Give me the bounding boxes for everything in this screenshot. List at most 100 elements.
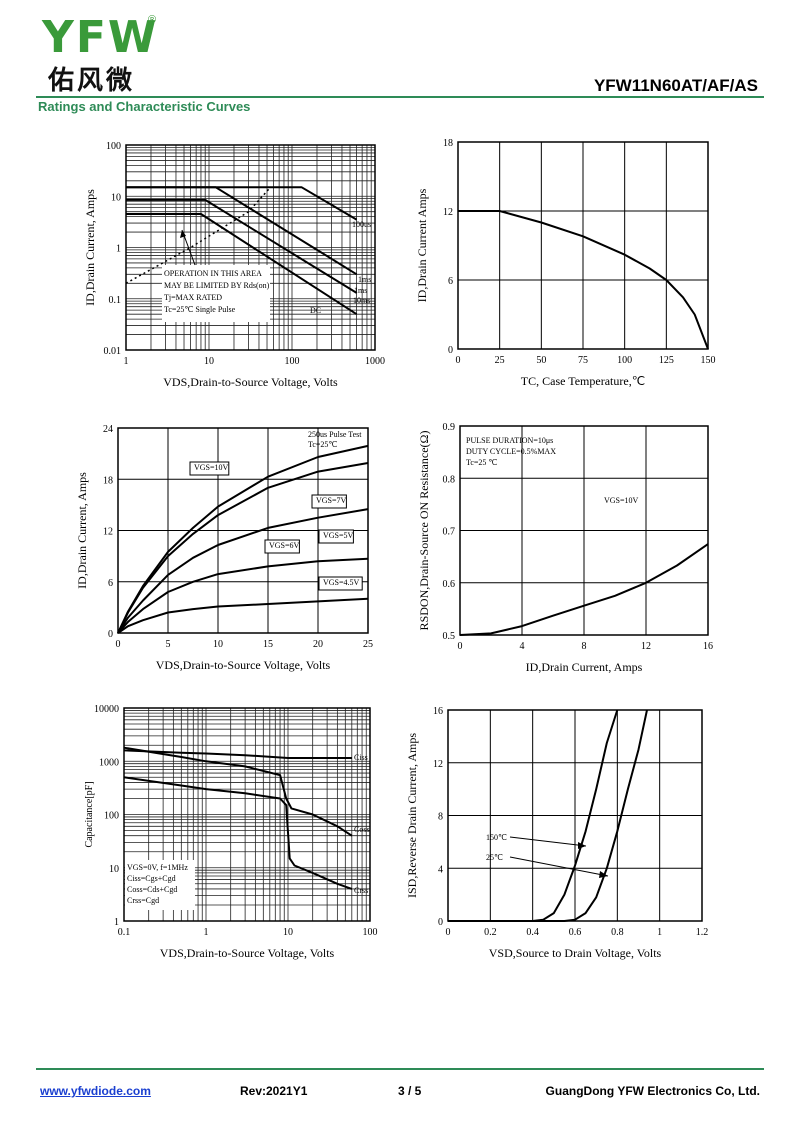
chart-capacitance: 0.1 1 10 100110100100010000VDS,Drain-to-Sou…: [84, 704, 378, 960]
curve-label-vgs-box: [318, 576, 363, 591]
x-tick-label: 100: [363, 927, 378, 938]
x-tick-label: 25: [495, 355, 505, 366]
y-tick-label: 0: [448, 345, 453, 356]
series-line-1ms: [126, 186, 358, 276]
x-axis-label: TC, Case Temperature,℃: [521, 374, 645, 388]
curve-label-25c: 25℃: [486, 853, 503, 862]
logo-chinese-name: 佑风微: [48, 66, 136, 96]
y-axis-label: ID,Drain Current Amps: [415, 188, 429, 302]
test-condition-note: 250us Pulse Test: [308, 430, 362, 439]
curve-label-coss: Coss: [354, 825, 370, 834]
x-tick-label: 8: [582, 641, 587, 652]
curve-label-vgs: VGS=5V: [323, 531, 354, 540]
y-tick-label: 6: [108, 578, 113, 589]
series-line-curve: [458, 210, 709, 350]
x-tick-label: 0.6: [569, 927, 582, 938]
y-tick-label: 0.7: [443, 527, 456, 538]
y-tick-label: 1000: [99, 757, 119, 768]
x-tick-label: 10: [283, 927, 293, 938]
x-tick-label: 25: [363, 639, 373, 650]
series-line-vgs-7v: [117, 462, 369, 634]
label-arrowhead-25c: [599, 871, 608, 878]
section-title: Ratings and Characteristic Curves: [38, 99, 251, 114]
y-tick-label: 0.9: [443, 422, 456, 433]
operation-area-note-line: OPERATION IN THIS AREA: [164, 269, 262, 278]
curve-label-10ms: 10ms: [353, 296, 370, 305]
operation-area-note-line: MAY BE LIMITED BY Rds(on): [164, 281, 270, 290]
curve-label-vgs: VGS=4.5V: [323, 578, 360, 587]
x-tick-label: 0.8: [611, 927, 624, 938]
y-tick-label: 18: [103, 475, 113, 486]
x-tick-label: 0: [446, 927, 451, 938]
capacitance-formula-note: VGS=0V, f=1MHz: [127, 863, 188, 872]
series-line-coss: [123, 746, 353, 837]
curve-label-vgs: VGS=6V: [269, 541, 300, 550]
header-divider: [36, 96, 764, 98]
y-tick-label: 0.5: [443, 631, 456, 642]
y-tick-label: 12: [443, 207, 453, 218]
y-tick-label: 10: [111, 192, 121, 203]
series-line-vgs-5v: [117, 557, 369, 634]
curve-label-vgs: VGS=10V: [194, 463, 229, 472]
y-tick-label: 0.01: [104, 346, 122, 357]
y-tick-label: 100: [104, 811, 119, 822]
registered-mark: ®: [148, 14, 157, 26]
revision-label: Rev:2021Y1: [240, 1084, 308, 1098]
curve-label-vgs-box: [318, 529, 354, 544]
x-tick-label: 1: [124, 356, 129, 367]
curve-label-dc: DC: [310, 306, 321, 315]
curve-label-vgs: VGS=7V: [316, 496, 347, 505]
part-number: YFW11N60AT/AF/AS: [593, 76, 758, 95]
x-tick-label: 150: [701, 355, 716, 366]
curve-label-vgs: VGS=10V: [604, 496, 639, 505]
series-line-rds-on-limit: [125, 186, 272, 284]
pulse-condition-note: Tc=25 ℃: [466, 458, 497, 467]
curve-label-crss: Crss: [354, 886, 368, 895]
note-arrowhead: [180, 230, 186, 238]
capacitance-formula-note: Ciss=Cgs+Cgd: [127, 874, 176, 883]
plot-frame: [457, 141, 709, 350]
x-tick-label: 12: [641, 641, 651, 652]
x-tick-label: 0.2: [484, 927, 497, 938]
page-number: 3 / 5: [398, 1084, 422, 1098]
x-tick-label: 4: [520, 641, 525, 652]
label-arrow-150c: [509, 836, 587, 847]
plot-frame: [459, 425, 709, 636]
x-tick-label: 1: [657, 927, 662, 938]
y-axis-label: ISD,Reverse Drain Current, Amps: [405, 733, 419, 898]
x-tick-label: 15: [263, 639, 273, 650]
series-line-25: [448, 709, 648, 922]
chart-on-resistance: 0 4 8 12 16 0.5 0.6 0.7 0.8 0.9 ID,Drain Current, …: [417, 422, 713, 674]
capacitance-formula-note: Crss=Cgd: [127, 896, 159, 905]
label-arrow-25c: [509, 856, 609, 877]
y-tick-label: 10000: [94, 704, 119, 715]
curve-label-1ms: 1ms: [358, 275, 371, 284]
y-tick-label: 18: [443, 138, 453, 149]
y-tick-label: 12: [433, 759, 443, 770]
plot-frame: [447, 709, 703, 922]
x-tick-label: 0: [116, 639, 121, 650]
x-tick-label: 10: [213, 639, 223, 650]
y-axis-label: ID,Drain Current, Amps: [83, 189, 97, 306]
y-tick-label: 1: [116, 244, 121, 255]
capacitance-formula-note: Coss=Cds+Cgd: [127, 885, 177, 894]
x-axis-label: ID,Drain Current, Amps: [526, 660, 643, 674]
y-tick-label: 12: [103, 527, 113, 538]
test-condition-note: Tc=25℃: [308, 440, 337, 449]
plot-frame: [123, 707, 371, 922]
series-line-dc: [126, 213, 358, 316]
x-tick-label: 0: [456, 355, 461, 366]
chart-reverse-diode: 0 0.2 0.4 0.6 0.8 1 1.2 0 4 8 12 16 VSD,Source to Dr…: [405, 706, 708, 960]
chart-safe-operating-area: 1 10 100 1000 0.01 0.1 1 10 100 VDS,Drain-to-Sour…: [83, 141, 385, 389]
curve-label-vgs-box: [311, 494, 347, 509]
x-axis-label: VDS,Drain-to-Source Voltage, Volts: [156, 658, 331, 672]
footer-divider: [36, 1068, 764, 1070]
x-tick-label: 10: [204, 356, 214, 367]
operation-area-note-line: Tc=25℃ Single Pulse: [164, 305, 236, 314]
website-link[interactable]: www.yfwdiode.com: [40, 1084, 151, 1098]
y-tick-label: 0.1: [109, 295, 122, 306]
curve-label-ciss: Ciss: [354, 753, 368, 762]
series-line-ciss: [123, 749, 352, 759]
x-tick-label: 5: [166, 639, 171, 650]
x-tick-label: 100: [285, 356, 300, 367]
